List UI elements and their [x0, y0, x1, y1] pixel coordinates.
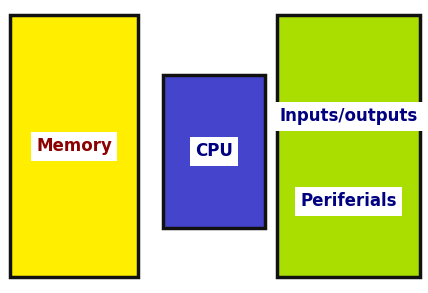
Text: Periferials: Periferials: [300, 192, 397, 210]
Text: Inputs/outputs: Inputs/outputs: [279, 107, 418, 125]
Text: Memory: Memory: [36, 137, 112, 155]
Bar: [277, 15, 420, 277]
Bar: [10, 15, 138, 277]
Text: CPU: CPU: [195, 142, 233, 161]
Bar: [163, 75, 265, 228]
